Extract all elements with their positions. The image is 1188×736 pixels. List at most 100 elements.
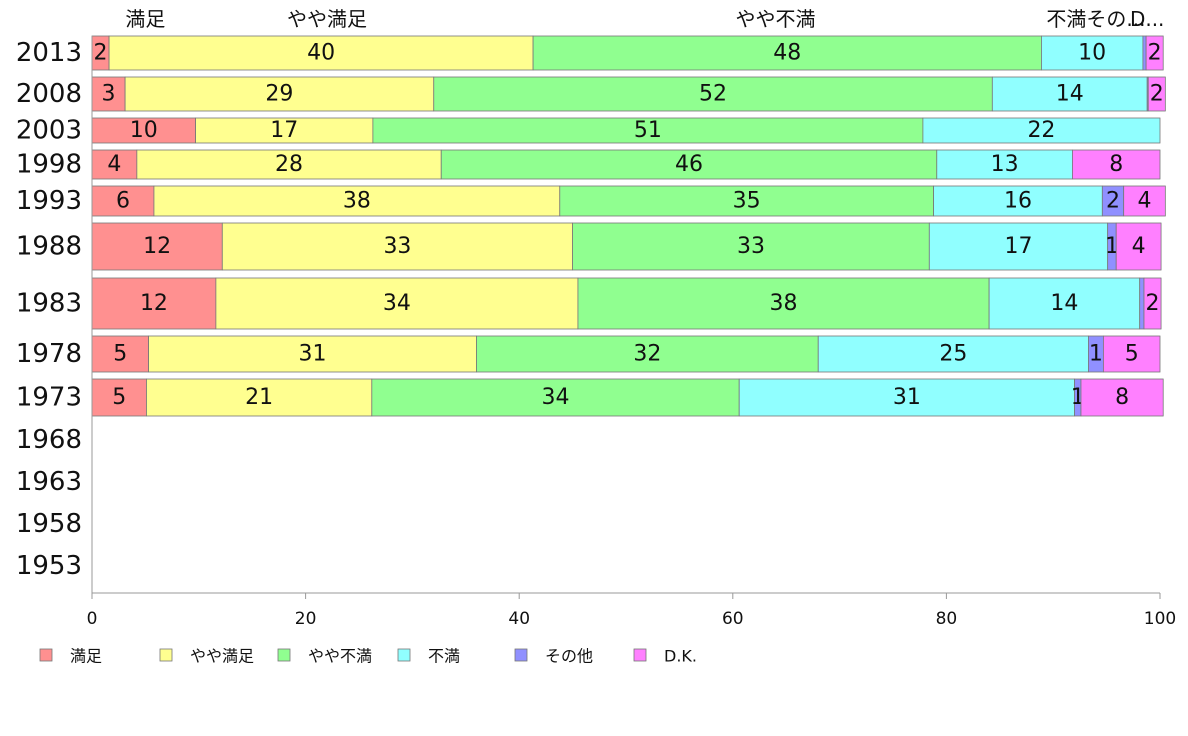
legend-label: やや満足 <box>190 647 254 666</box>
bar-segment <box>91 76 126 112</box>
bar-value-label: 2 <box>1148 41 1162 66</box>
bar-segment <box>124 76 435 112</box>
bar-segment <box>440 149 938 180</box>
legend-label: 満足 <box>70 647 102 666</box>
bar-value-label: 33 <box>737 234 765 259</box>
bar-segment <box>476 335 819 373</box>
bar-segment <box>577 277 990 330</box>
bar-segment <box>1147 76 1166 112</box>
legend-swatch <box>397 648 411 662</box>
bar-segment <box>1115 222 1162 271</box>
legend-swatch <box>39 648 53 662</box>
bar-value-label: 46 <box>675 152 703 177</box>
bar-segment <box>91 277 217 330</box>
bars: 2 40 48 10 23 29 52 14 210 17 51 224 28 46 13 86 38 35 16 2… <box>91 35 1166 417</box>
x-tick-label: 60 <box>722 609 744 629</box>
year-label: 1973 <box>16 383 82 413</box>
bar-segment <box>928 222 1109 271</box>
bar-value-label: 35 <box>733 189 761 214</box>
top-label: D... <box>1130 7 1164 31</box>
bar-value-label: 34 <box>383 291 411 316</box>
bar-value-label: 2 <box>94 41 108 66</box>
bar-value-label: 2 <box>1150 82 1164 107</box>
bar-value-label: 4 <box>1138 189 1152 214</box>
bar-value-label: 28 <box>275 152 303 177</box>
bar-segment <box>91 222 223 271</box>
bar-value-label: 2 <box>1146 291 1160 316</box>
bar-segment <box>1123 185 1166 217</box>
year-label: 1998 <box>16 150 82 180</box>
bar-value-label: 13 <box>991 152 1019 177</box>
x-tick-label: 20 <box>295 609 317 629</box>
bar-segment <box>933 185 1103 217</box>
bar-value-label: 17 <box>270 118 298 143</box>
year-label: 1968 <box>16 425 82 455</box>
bar-value-label: 38 <box>770 291 798 316</box>
bar-value-label: 51 <box>634 118 662 143</box>
top-labels: 満足 やや満足 やや不満 不満その...D... <box>125 7 1164 31</box>
bar-value-label: 4 <box>107 152 121 177</box>
bar-value-label: 2 <box>1106 189 1120 214</box>
bar-segment <box>936 149 1073 180</box>
bar-segment <box>91 378 147 417</box>
bar-value-label: 1 <box>1089 342 1103 367</box>
bar-value-label: 38 <box>343 189 371 214</box>
bar-value-label: 10 <box>1078 41 1106 66</box>
bar-value-label: 34 <box>542 385 570 410</box>
bar-segment <box>433 76 993 112</box>
bar-value-label: 10 <box>130 118 158 143</box>
legend-swatch <box>514 648 528 662</box>
bar-segment <box>108 35 534 71</box>
bar-segment <box>991 76 1148 112</box>
bar-value-label: 32 <box>633 342 661 367</box>
bar-value-label: 22 <box>1027 118 1055 143</box>
bar-value-label: 16 <box>1004 189 1032 214</box>
bar-segment <box>146 378 373 417</box>
bar-value-label: 21 <box>245 385 273 410</box>
bar-segment <box>1145 35 1164 71</box>
bar-value-label: 31 <box>299 342 327 367</box>
bar-value-label: 6 <box>116 189 130 214</box>
y-axis-labels: 2013 2008 2003 1998 1993 1988 1983 1978 1973 1968… <box>16 38 82 581</box>
bar-value-label: 3 <box>102 82 116 107</box>
bar-segment <box>1143 277 1162 330</box>
bar-value-label: 52 <box>699 82 727 107</box>
legend-swatch <box>159 648 173 662</box>
top-label: やや不満 <box>736 7 816 31</box>
bar-segment <box>1080 378 1164 417</box>
year-label: 1993 <box>16 186 82 216</box>
bar-segment <box>91 185 155 217</box>
x-axis: 0 20 40 60 80 100 <box>87 36 1176 629</box>
bar-value-label: 4 <box>1132 234 1146 259</box>
bar-value-label: 12 <box>140 291 168 316</box>
legend-label: その他 <box>545 647 593 666</box>
bar-segment <box>922 117 1161 144</box>
bar-value-label: 14 <box>1056 82 1084 107</box>
top-label: 不満その... <box>1046 7 1145 31</box>
year-label: 1978 <box>16 339 82 369</box>
x-tick-label: 0 <box>87 609 98 629</box>
bar-segment <box>559 185 934 217</box>
legend-label: やや不満 <box>308 647 372 666</box>
top-label: やや満足 <box>287 7 367 31</box>
bar-value-label: 25 <box>939 342 967 367</box>
bar-segment <box>136 149 442 180</box>
bar-value-label: 1 <box>1105 234 1119 259</box>
x-tick-label: 100 <box>1144 609 1176 629</box>
x-tick-label: 40 <box>508 609 530 629</box>
year-label: 2013 <box>16 38 82 68</box>
legend: 満足 やや満足 やや不満 不満 その他 D.K. <box>39 647 697 666</box>
bar-segment <box>1142 35 1147 71</box>
bar-segment <box>1139 277 1145 330</box>
bar-value-label: 29 <box>265 82 293 107</box>
bar-segment <box>1072 149 1161 180</box>
year-label: 1983 <box>16 289 82 319</box>
legend-swatch <box>633 648 647 662</box>
year-label: 2003 <box>16 116 82 146</box>
bar-segment <box>817 335 1089 373</box>
bar-segment <box>572 222 930 271</box>
bar-segment <box>988 277 1141 330</box>
year-label: 1958 <box>16 509 82 539</box>
year-label: 2008 <box>16 79 82 109</box>
